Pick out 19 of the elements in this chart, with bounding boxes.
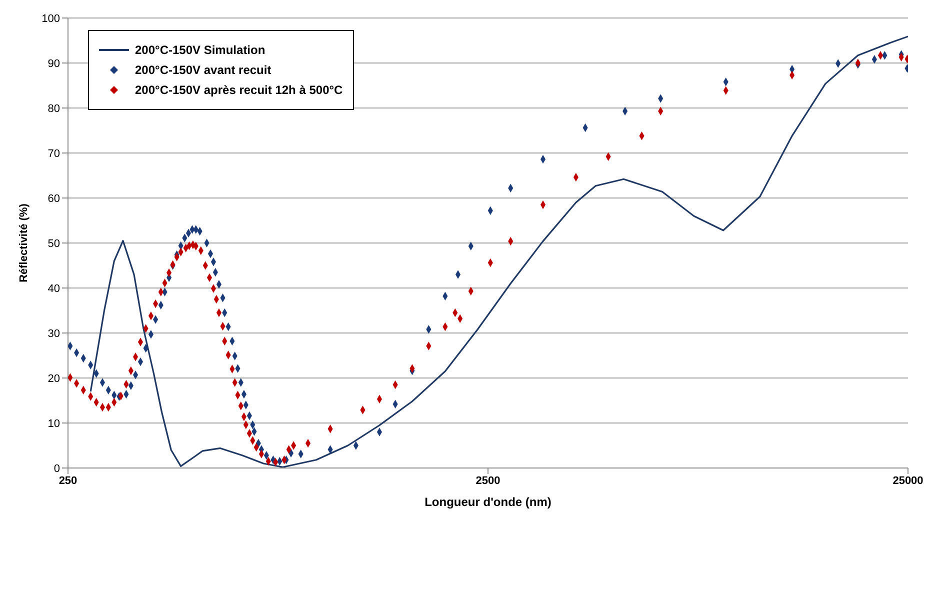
y-tick-label: 60 (48, 192, 60, 205)
y-tick-label: 30 (48, 328, 60, 340)
y-tick-label: 100 (42, 12, 60, 25)
y-tick-label: 50 (48, 238, 60, 250)
legend-label: 200°C-150V Simulation (135, 43, 266, 57)
legend-label: 200°C-150V après recuit 12h à 500°C (135, 83, 343, 97)
x-tick-label: 250 (58, 474, 78, 487)
y-axis-title: Réflectivité (%) (18, 203, 30, 282)
y-tick-label: 90 (48, 58, 60, 70)
x-tick-label: 25000 (892, 474, 924, 487)
y-tick-label: 80 (48, 102, 60, 115)
y-tick-label: 10 (48, 418, 60, 430)
x-axis-title: Longueur d'onde (nm) (424, 495, 552, 509)
y-tick-label: 0 (54, 462, 60, 475)
legend-label: 200°C-150V avant recuit (135, 63, 272, 77)
y-tick-label: 70 (48, 148, 60, 160)
y-tick-label: 40 (48, 282, 60, 295)
x-tick-label: 2500 (476, 474, 500, 487)
y-tick-label: 20 (48, 372, 60, 385)
